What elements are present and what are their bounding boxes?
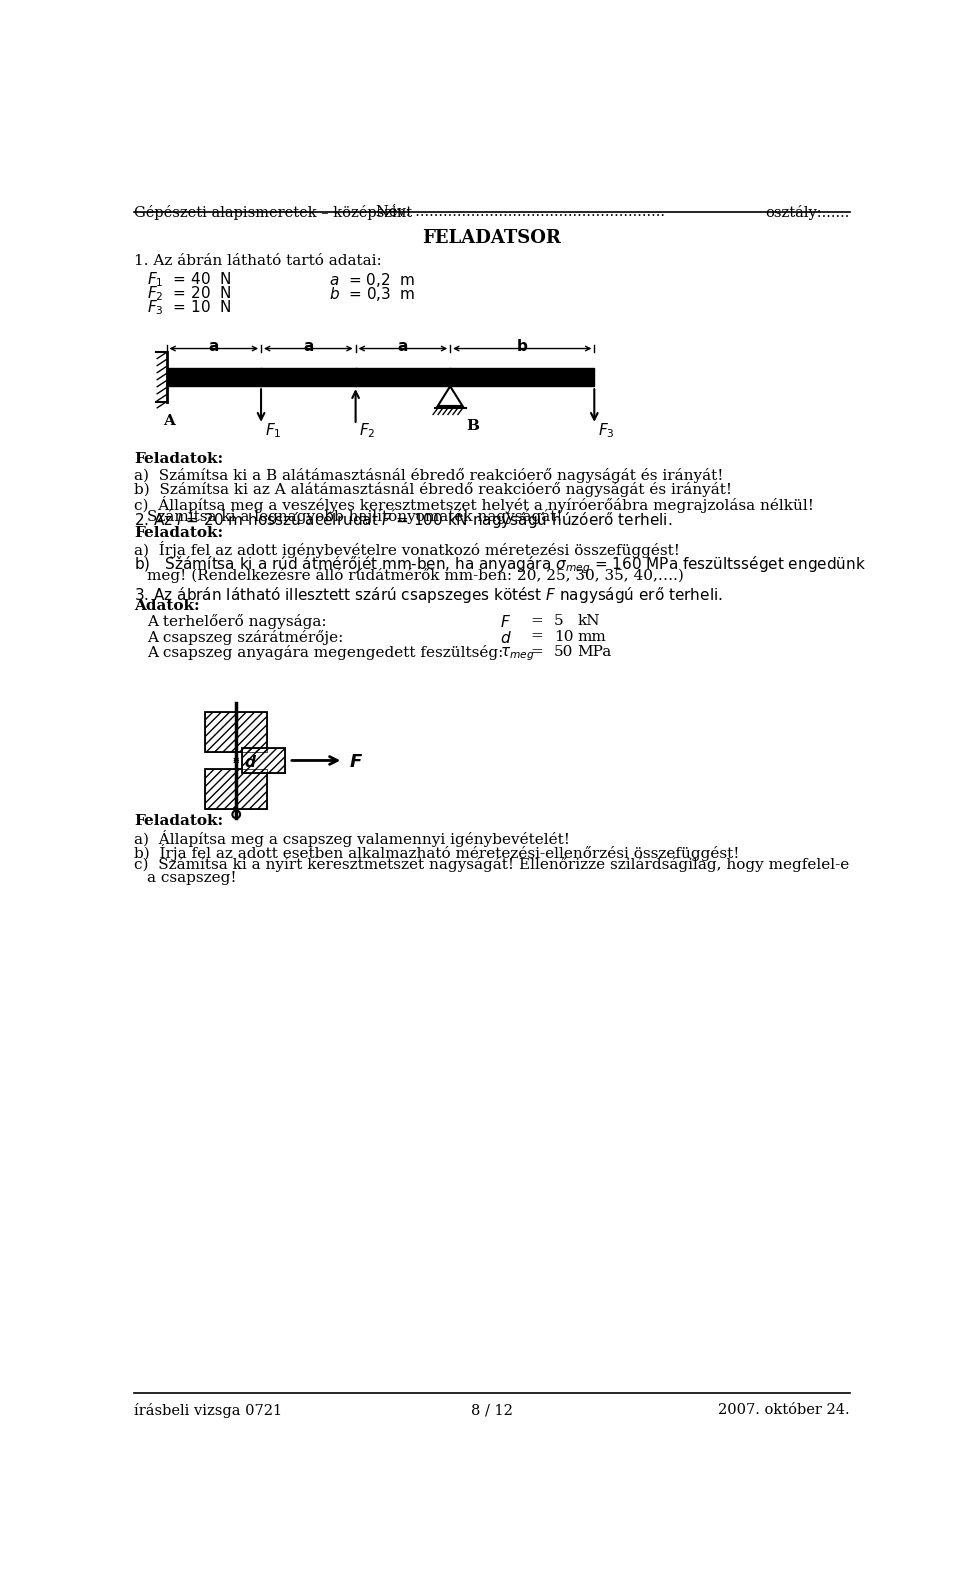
Text: 10: 10	[554, 629, 573, 644]
Text: =: =	[531, 615, 543, 628]
Text: =: =	[531, 645, 543, 659]
Text: a: a	[208, 338, 219, 353]
Bar	[243, 748, 285, 772]
Text: $\tau_{meg}$: $\tau_{meg}$	[500, 645, 534, 663]
Bar	[205, 769, 267, 809]
Text: 5: 5	[554, 615, 564, 628]
Text: a)  Számítsa ki a B alátámasztásnál ébredő reakcióerő nagyságát és irányát!: a) Számítsa ki a B alátámasztásnál ébred…	[134, 467, 724, 483]
Text: $b$  = 0,3  m: $b$ = 0,3 m	[329, 284, 416, 302]
Text: b: b	[516, 338, 528, 353]
Text: 2. Az $l$ = 20 m hosszú acélrudat $F$ = 100 kN nagyságú húzóerő terheli.: 2. Az $l$ = 20 m hosszú acélrudat $F$ = …	[134, 510, 672, 531]
Text: mm: mm	[577, 629, 606, 644]
Text: b)  Számítsa ki az A alátámasztásnál ébredő reakcióerő nagyságát és irányát!: b) Számítsa ki az A alátámasztásnál ébre…	[134, 481, 732, 497]
Text: A csapszeg anyagára megengedett feszültség:: A csapszeg anyagára megengedett feszülts…	[147, 645, 503, 659]
Bar	[205, 712, 267, 752]
Text: b) Sžámítsa ki a rúd átmérőjét mm-ben, ha anyagára $\sigma_{meg}$ = 160 MPa fesz: b) Sžámítsa ki a rúd átmérőjét mm-ben, h…	[134, 555, 866, 577]
Text: c)  Számítsa ki a nyírt keresztmetszet nagyságát! Ellenőrizze szilárdságilag, ho: c) Számítsa ki a nyírt keresztmetszet na…	[134, 858, 850, 872]
Text: b)  Írja fel az adott esetben alkalmazható méretezési-ellenőrzési összefüggést!: b) Írja fel az adott esetben alkalmazhat…	[134, 844, 739, 861]
Text: a)  Írja fel az adott igénybevételre vonatkozó méretezési összefüggést!: a) Írja fel az adott igénybevételre vona…	[134, 540, 680, 558]
Text: =: =	[531, 629, 543, 644]
Text: osztály:......: osztály:......	[766, 205, 850, 219]
Text: Gépészeti alapismeretek – középszint: Gépészeti alapismeretek – középszint	[134, 205, 412, 219]
Text: $d$: $d$	[500, 629, 512, 645]
Text: Adatok:: Adatok:	[134, 599, 200, 613]
Text: MPa: MPa	[577, 645, 612, 659]
Bar	[205, 769, 267, 809]
Text: Számítsa ki a legnagyobb hajlítónyomaték nagyságát!: Számítsa ki a legnagyobb hajlítónyomaték…	[147, 508, 563, 524]
Text: F: F	[349, 753, 362, 771]
Text: a)  Állapítsa meg a csapszeg valamennyi igénybevételét!: a) Állapítsa meg a csapszeg valamennyi i…	[134, 829, 570, 847]
Text: $F_2$: $F_2$	[359, 421, 376, 440]
Text: Feladatok:: Feladatok:	[134, 526, 223, 540]
Text: A: A	[163, 415, 176, 427]
Text: 3. Az ábrán látható illesztett szárú csapszeges kötést $F$ nagyságú erő terheli.: 3. Az ábrán látható illesztett szárú csa…	[134, 585, 723, 605]
Text: $F_1$  = 40  N: $F_1$ = 40 N	[147, 270, 231, 289]
Text: a: a	[397, 338, 408, 353]
Text: $a$  = 0,2  m: $a$ = 0,2 m	[329, 270, 416, 289]
Text: Feladatok:: Feladatok:	[134, 815, 223, 828]
Text: $F_3$  = 10  N: $F_3$ = 10 N	[147, 299, 231, 318]
Text: $F$: $F$	[500, 615, 511, 631]
Text: 2007. október 24.: 2007. október 24.	[718, 1403, 850, 1417]
Text: a csapszeg!: a csapszeg!	[147, 871, 237, 885]
Text: FELADATSOR: FELADATSOR	[422, 229, 562, 248]
Text: 1. Az ábrán látható tartó adatai:: 1. Az ábrán látható tartó adatai:	[134, 254, 382, 269]
Text: A csapszeg szárátmérője:: A csapszeg szárátmérője:	[147, 629, 344, 645]
Text: írásbeli vizsga 0721: írásbeli vizsga 0721	[134, 1403, 282, 1419]
Bar	[243, 748, 285, 772]
Text: c)  Állapítsa meg a veszélyes keresztmetszet helyét a nyíróerőábra megrajzolása : c) Állapítsa meg a veszélyes keresztmets…	[134, 496, 814, 513]
Bar	[166, 367, 594, 386]
Text: $F_2$  = 20  N: $F_2$ = 20 N	[147, 284, 231, 303]
Text: A terhelőerő nagysága:: A terhelőerő nagysága:	[147, 615, 326, 629]
Text: $F_1$: $F_1$	[265, 421, 281, 440]
Text: $F_3$: $F_3$	[598, 421, 614, 440]
Text: kN: kN	[577, 615, 600, 628]
Text: d: d	[245, 755, 255, 769]
Text: 8 / 12: 8 / 12	[471, 1403, 513, 1417]
Text: 50: 50	[554, 645, 573, 659]
Bar	[205, 712, 267, 752]
Text: meg! (Rendelkezésre álló rúdátmérők mm-ben: 20, 25, 30, 35, 40,….): meg! (Rendelkezésre álló rúdátmérők mm-b…	[147, 567, 684, 583]
Text: Feladatok:: Feladatok:	[134, 453, 223, 467]
Text: Név: ......................................................: Név: ...................................…	[375, 205, 664, 219]
Text: a: a	[303, 338, 314, 353]
Text: B: B	[467, 419, 479, 434]
